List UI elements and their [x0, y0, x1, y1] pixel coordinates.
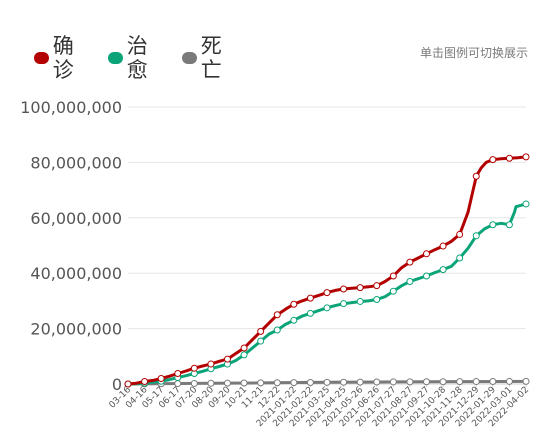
data-point-recovered — [306, 309, 314, 317]
data-point-recovered — [356, 297, 364, 305]
data-point-deaths — [389, 378, 397, 386]
data-point-deaths — [522, 377, 530, 385]
series-line-confirmed — [126, 155, 528, 386]
data-point-deaths — [207, 379, 215, 387]
data-point-recovered — [290, 316, 298, 324]
data-point-recovered — [505, 221, 513, 229]
data-point-confirmed — [472, 172, 480, 180]
data-point-confirmed — [439, 242, 447, 250]
legend-label-confirmed: 确诊 — [52, 34, 74, 82]
legend-label-deaths: 死亡 — [200, 34, 222, 82]
legend-item-recovered[interactable]: 治愈 — [108, 34, 155, 82]
data-point-confirmed — [423, 250, 430, 258]
data-point-deaths — [423, 378, 430, 386]
data-point-confirmed — [157, 374, 165, 382]
data-point-deaths — [472, 378, 480, 386]
data-point-recovered — [240, 351, 248, 359]
y-tick-label: 100,000,000 — [20, 98, 122, 117]
data-point-confirmed — [290, 300, 298, 308]
data-point-recovered — [522, 200, 530, 208]
data-point-deaths — [290, 379, 298, 387]
legend-item-deaths[interactable]: 死亡 — [182, 34, 229, 82]
legend-swatch-confirmed — [34, 52, 49, 64]
data-point-recovered — [423, 272, 430, 280]
data-point-deaths — [505, 377, 513, 385]
data-point-recovered — [406, 278, 414, 286]
data-point-confirmed — [190, 364, 198, 372]
data-point-recovered — [472, 232, 480, 240]
legend-hint: 单击图例可切换展示 — [419, 46, 528, 60]
data-point-deaths — [456, 378, 464, 386]
data-point-deaths — [340, 378, 348, 386]
legend-label-recovered: 治愈 — [126, 34, 148, 82]
y-tick-label: 0 — [112, 375, 122, 394]
data-point-recovered — [389, 287, 397, 295]
data-point-confirmed — [207, 360, 215, 368]
data-point-confirmed — [306, 294, 314, 302]
y-tick-label: 40,000,000 — [30, 264, 122, 283]
data-point-deaths — [224, 379, 231, 387]
data-point-recovered — [439, 266, 447, 274]
data-point-recovered — [489, 221, 497, 229]
data-point-deaths — [273, 379, 281, 387]
data-point-deaths — [406, 378, 414, 386]
data-point-confirmed — [240, 344, 248, 352]
data-point-recovered — [257, 337, 265, 345]
data-point-confirmed — [406, 258, 414, 266]
data-point-deaths — [356, 378, 364, 386]
data-point-confirmed — [340, 285, 348, 293]
data-point-recovered — [373, 296, 381, 304]
data-point-recovered — [340, 300, 348, 308]
y-tick-label: 80,000,000 — [30, 153, 122, 172]
data-point-confirmed — [323, 289, 331, 297]
y-tick-label: 60,000,000 — [30, 209, 122, 228]
y-tick-label: 20,000,000 — [30, 320, 122, 339]
data-point-deaths — [489, 378, 497, 386]
data-point-deaths — [439, 378, 447, 386]
data-point-confirmed — [373, 282, 381, 290]
data-point-confirmed — [257, 327, 265, 335]
data-point-confirmed — [141, 378, 149, 386]
data-point-confirmed — [174, 369, 182, 377]
data-point-confirmed — [389, 272, 397, 280]
data-point-confirmed — [356, 284, 364, 292]
legend-item-confirmed[interactable]: 确诊 — [34, 34, 81, 82]
data-point-deaths — [373, 378, 381, 386]
legend-swatch-deaths — [182, 52, 197, 64]
data-point-deaths — [323, 378, 331, 386]
data-point-confirmed — [522, 153, 530, 161]
data-point-deaths — [306, 378, 314, 386]
data-point-confirmed — [489, 156, 497, 164]
data-point-confirmed — [456, 230, 464, 238]
data-point-confirmed — [124, 380, 132, 388]
legend-swatch-recovered — [108, 52, 123, 64]
data-point-recovered — [323, 304, 331, 312]
data-point-deaths — [240, 379, 248, 387]
data-point-deaths — [190, 379, 198, 387]
data-point-confirmed — [505, 154, 513, 162]
data-point-confirmed — [273, 311, 281, 319]
data-point-recovered — [456, 254, 464, 262]
data-point-deaths — [174, 380, 182, 388]
data-point-deaths — [257, 379, 265, 387]
data-point-recovered — [273, 326, 281, 334]
data-point-confirmed — [224, 355, 231, 363]
